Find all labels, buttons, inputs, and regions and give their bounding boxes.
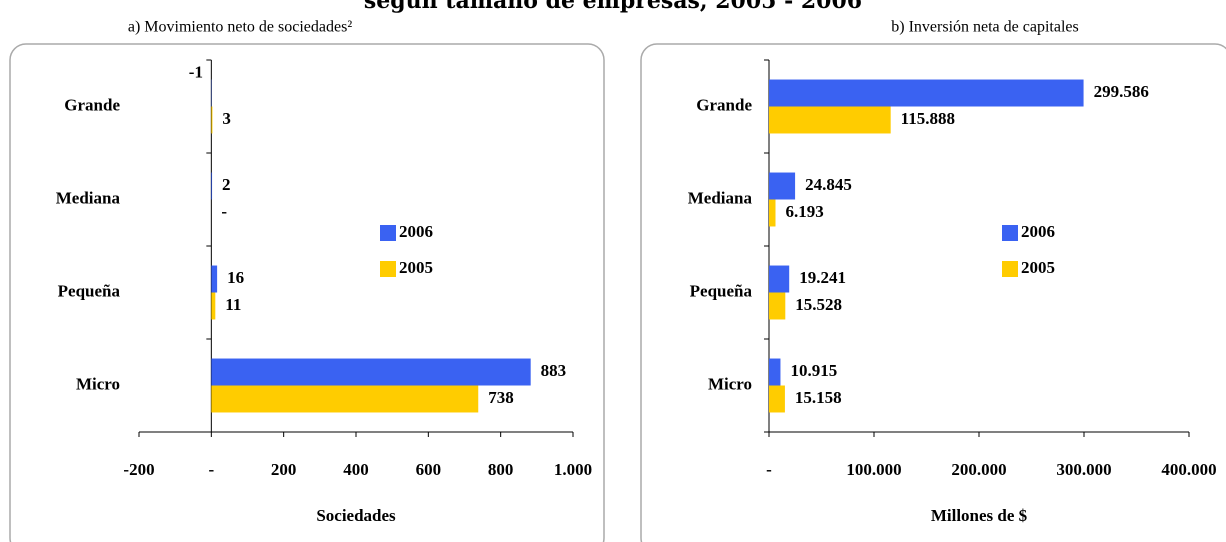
bar — [769, 385, 785, 413]
bar — [769, 265, 790, 293]
legend-swatch — [1002, 261, 1018, 277]
x-axis-title: Sociedades — [316, 506, 396, 525]
bar — [769, 106, 891, 134]
bar — [769, 79, 1084, 107]
legend-label: 2005 — [1021, 258, 1055, 277]
legend-swatch — [380, 225, 396, 241]
panel-a — [9, 43, 605, 542]
value-label: 883 — [541, 361, 567, 380]
value-label: 10.915 — [790, 361, 837, 380]
bar — [769, 292, 786, 320]
y-tick-label: Micro — [76, 374, 120, 393]
value-label: 738 — [488, 388, 514, 407]
bar — [769, 172, 796, 200]
y-tick-label: Micro — [708, 374, 752, 393]
x-tick-label: 200.000 — [951, 460, 1006, 479]
value-label: 115.888 — [901, 109, 955, 128]
x-tick-label: 600 — [416, 460, 442, 479]
legend-swatch — [380, 261, 396, 277]
x-tick-label: 400.000 — [1161, 460, 1216, 479]
page-title: según tamaño de empresas, 2005 - 2006 — [364, 0, 862, 14]
value-label: 299.586 — [1094, 82, 1149, 101]
subtitle: a) Movimiento neto de sociedades² — [128, 19, 352, 36]
bar — [211, 172, 213, 200]
value-label: 24.845 — [805, 175, 852, 194]
value-label: 3 — [222, 109, 231, 128]
x-tick-label: - — [208, 460, 214, 479]
bar — [211, 265, 218, 293]
bar — [211, 358, 531, 386]
x-tick-label: 800 — [488, 460, 514, 479]
legend-label: 2005 — [399, 258, 433, 277]
x-tick-label: 1.000 — [554, 460, 592, 479]
value-label: 11 — [225, 295, 241, 314]
bar — [211, 292, 216, 320]
bar — [769, 199, 776, 227]
legend-label: 2006 — [1021, 222, 1055, 241]
value-label: 2 — [222, 175, 231, 194]
value-label: 15.528 — [795, 295, 842, 314]
value-label: 15.158 — [795, 388, 842, 407]
y-tick-label: Pequeña — [690, 281, 753, 300]
value-label: 19.241 — [799, 268, 846, 287]
value-label: 16 — [227, 268, 244, 287]
bar — [211, 385, 479, 413]
x-tick-label: 400 — [343, 460, 369, 479]
bar — [211, 106, 213, 134]
y-tick-label: Grande — [696, 95, 752, 114]
subtitle: b) Inversión neta de capitales — [891, 19, 1078, 36]
legend-label: 2006 — [399, 222, 433, 241]
y-tick-label: Grande — [64, 95, 120, 114]
x-axis-title: Millones de $ — [931, 506, 1028, 525]
value-label: 6.193 — [786, 202, 824, 221]
y-tick-label: Pequeña — [58, 281, 121, 300]
value-label: - — [221, 202, 227, 221]
value-label: -1 — [189, 62, 203, 81]
legend-swatch — [1002, 225, 1018, 241]
x-tick-label: 100.000 — [846, 460, 901, 479]
panel-b — [640, 43, 1226, 542]
x-tick-label: 200 — [271, 460, 297, 479]
x-tick-label: 300.000 — [1056, 460, 1111, 479]
x-tick-label: - — [766, 460, 772, 479]
x-tick-label: -200 — [123, 460, 154, 479]
y-tick-label: Mediana — [688, 188, 753, 207]
y-tick-label: Mediana — [56, 188, 121, 207]
bar — [769, 358, 781, 386]
